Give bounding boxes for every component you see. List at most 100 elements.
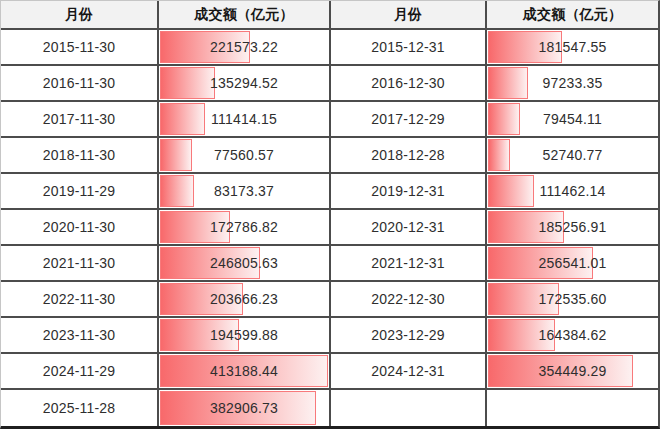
month-cell: 2023-12-29 (331, 318, 487, 352)
month-cell: 2020-12-31 (331, 210, 487, 244)
amount-cell: 111462.14 (487, 174, 658, 208)
amount-value: 77560.57 (214, 147, 274, 163)
month-cell: 2016-11-30 (1, 66, 159, 100)
transaction-amount-table: 月份 成交额（亿元） 2015-11-30 221573.22 2016-11-30… (0, 0, 660, 429)
data-bar (160, 175, 194, 207)
amount-cell: 185256.91 (487, 210, 658, 244)
month-cell: 2021-11-30 (1, 246, 159, 280)
amount-value: 181547.55 (539, 39, 607, 55)
table-row: 2020-12-31 185256.91 (331, 210, 658, 246)
amount-cell (487, 390, 658, 426)
amount-cell: 97233.35 (487, 66, 658, 100)
table-row: 2024-12-31354449.29 (331, 354, 658, 390)
data-bar (488, 103, 520, 135)
amount-value: 194599.88 (210, 327, 278, 343)
amount-value: 382906.73 (210, 400, 278, 416)
data-bar (488, 67, 528, 99)
amount-cell: 181547.55 (487, 30, 658, 64)
amount-cell: 77560.57 (159, 138, 329, 172)
amount-cell: 111414.15 (159, 102, 329, 136)
table-row: 2016-11-30 135294.52 (1, 66, 329, 102)
amount-value: 79454.11 (543, 111, 602, 127)
amount-cell: 413188.44 (159, 354, 329, 388)
month-cell: 2016-12-30 (331, 66, 487, 100)
amount-cell: 256541.01 (487, 246, 658, 280)
table-row: 2022-11-30203666.23 (1, 282, 329, 318)
header-row: 月份 成交额（亿元） (1, 1, 329, 30)
month-cell: 2019-11-29 (1, 174, 159, 208)
table-row: 2025-11-28 382906.73 (1, 390, 329, 426)
table-row: 2018-12-28 52740.77 (331, 138, 658, 174)
amount-value: 52740.77 (543, 147, 603, 163)
amount-value: 185256.91 (539, 219, 607, 235)
table-row: 2024-11-29 413188.44 (1, 354, 329, 390)
month-cell: 2025-11-28 (1, 390, 159, 426)
table-row: 2016-12-30 97233.35 (331, 66, 658, 102)
table-body: 2015-12-31181547.552016-12-3097233.35201… (331, 30, 658, 426)
amount-value: 164384.62 (539, 327, 607, 343)
amount-cell: 382906.73 (159, 390, 329, 426)
amount-value: 413188.44 (210, 363, 278, 379)
month-cell: 2018-11-30 (1, 138, 159, 172)
amount-value: 111462.14 (540, 183, 606, 199)
month-column-header: 月份 (331, 1, 487, 28)
table-row: 2019-12-31 111462.14 (331, 174, 658, 210)
amount-value: 256541.01 (539, 255, 607, 271)
month-cell: 2024-12-31 (331, 354, 487, 388)
amount-cell: 354449.29 (487, 354, 658, 388)
amount-cell: 164384.62 (487, 318, 658, 352)
amount-value: 135294.52 (210, 75, 278, 91)
table-row: 2023-12-29 164384.62 (331, 318, 658, 354)
table-panel-december: 月份 成交额（亿元） 2015-12-31 181547.55 2016-12-30… (331, 1, 658, 426)
amount-value: 172535.60 (539, 291, 607, 307)
table-row: 2017-12-29 79454.11 (331, 102, 658, 138)
month-cell: 2020-11-30 (1, 210, 159, 244)
month-cell: 2021-12-31 (331, 246, 487, 280)
month-cell: 2023-11-30 (1, 318, 159, 352)
header-row: 月份 成交额（亿元） (331, 1, 658, 30)
month-cell: 2022-11-30 (1, 282, 159, 316)
table-row: 2015-11-30 221573.22 (1, 30, 329, 66)
month-cell: 2018-12-28 (331, 138, 487, 172)
table-row: 2015-12-31 181547.55 (331, 30, 658, 66)
table-row: 2023-11-30 194599.88 (1, 318, 329, 354)
data-bar (488, 139, 510, 171)
table-body: 2015-11-30221573.222016-11-30135294.5220… (1, 30, 329, 426)
month-cell: 2019-12-31 (331, 174, 487, 208)
month-cell: 2017-11-30 (1, 102, 159, 136)
month-cell: 2015-12-31 (331, 30, 487, 64)
amount-cell: 52740.77 (487, 138, 658, 172)
table-row: 2021-12-31 256541.01 (331, 246, 658, 282)
amount-cell: 79454.11 (487, 102, 658, 136)
table-row: 2022-12-30172535.60 (331, 282, 658, 318)
amount-value: 83173.37 (214, 183, 274, 199)
amount-cell: 172786.82 (159, 210, 329, 244)
month-cell: 2017-12-29 (331, 102, 487, 136)
amount-value: 246805.63 (210, 255, 278, 271)
amount-value: 111414.15 (211, 111, 277, 127)
table-panel-november: 月份 成交额（亿元） 2015-11-30 221573.22 2016-11-30… (1, 1, 331, 426)
table-row: 2021-11-30 246805.63 (1, 246, 329, 282)
amount-cell: 246805.63 (159, 246, 329, 280)
data-bar (488, 175, 534, 207)
amount-cell: 172535.60 (487, 282, 658, 316)
amount-cell: 203666.23 (159, 282, 329, 316)
table-row: 2018-11-30 77560.57 (1, 138, 329, 174)
amount-value: 172786.82 (210, 219, 278, 235)
data-bar (160, 139, 192, 171)
table-row: 2019-11-29 83173.37 (1, 174, 329, 210)
month-column-header: 月份 (1, 1, 159, 28)
table-row: 2017-11-30 111414.15 (1, 102, 329, 138)
amount-column-header: 成交额（亿元） (487, 1, 658, 28)
amount-value: 221573.22 (210, 39, 278, 55)
amount-cell: 194599.88 (159, 318, 329, 352)
month-cell (331, 390, 487, 426)
month-cell: 2024-11-29 (1, 354, 159, 388)
table-row: 2020-11-30 172786.82 (1, 210, 329, 246)
amount-cell: 83173.37 (159, 174, 329, 208)
amount-cell: 221573.22 (159, 30, 329, 64)
amount-cell: 135294.52 (159, 66, 329, 100)
amount-value: 97233.35 (543, 75, 603, 91)
amount-column-header: 成交额（亿元） (159, 1, 329, 28)
month-cell: 2015-11-30 (1, 30, 159, 64)
